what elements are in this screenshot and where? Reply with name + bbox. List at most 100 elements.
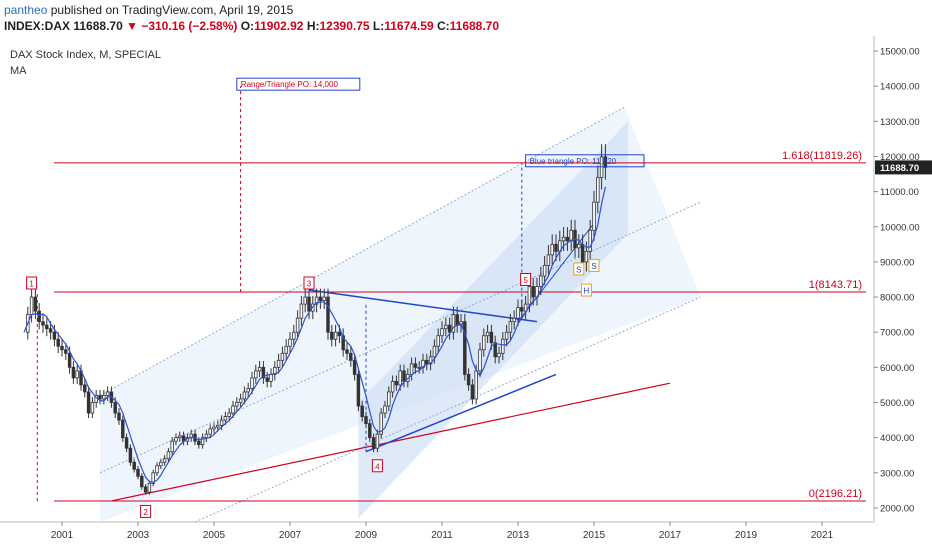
x-tick-label: 2001 <box>51 530 74 541</box>
candle-body <box>307 296 311 312</box>
last-price-tag <box>875 160 932 175</box>
candle-body <box>398 370 402 386</box>
candle-body <box>121 419 125 439</box>
y-tick-label: 7000.00 <box>880 328 914 339</box>
candle-body <box>326 296 330 333</box>
candle-body <box>257 366 262 372</box>
chart-header: pantheo published on TradingView.com, Ap… <box>0 0 932 36</box>
breakout-line <box>517 222 595 322</box>
candle-body <box>383 405 387 414</box>
candle-body <box>52 331 57 340</box>
candle-body <box>37 310 41 323</box>
channel-line <box>194 296 701 523</box>
candle-body <box>371 437 376 449</box>
high-value: 12390.75 <box>319 19 370 33</box>
candle-body <box>41 321 45 326</box>
candle-body <box>223 416 228 421</box>
candle-body <box>151 472 155 484</box>
candle-body <box>90 402 95 414</box>
candle-body <box>170 440 174 453</box>
candle-body <box>102 395 106 400</box>
candle-body <box>425 359 429 365</box>
candle-body <box>159 461 163 467</box>
channel-line <box>99 201 701 474</box>
pivot-label: 3 <box>307 280 312 289</box>
candle-body <box>231 405 235 414</box>
candle-body <box>345 349 349 354</box>
candle-body <box>580 243 585 263</box>
candle-body <box>413 363 418 368</box>
candle-body <box>143 486 148 493</box>
pivot-label: S <box>576 265 581 274</box>
annotation-text: Range/Triangle PO: 14,000 <box>241 80 339 89</box>
candle-body <box>512 317 516 323</box>
candle-body <box>140 475 144 488</box>
candle-body <box>132 461 136 470</box>
x-tick-label: 2011 <box>431 530 453 541</box>
candle-body <box>219 419 224 426</box>
author-link[interactable]: pantheo <box>4 3 48 17</box>
candle-body <box>67 352 72 368</box>
price-chart[interactable]: 1.618(11819.26) 1(8143.71) 0(2196.21) Range… <box>0 36 932 550</box>
candle-body <box>254 370 258 379</box>
candle-body <box>520 307 524 312</box>
candle-body <box>466 373 471 386</box>
candle-body <box>250 377 254 389</box>
candle-body <box>428 356 433 365</box>
close-value: 11688.70 <box>449 19 500 33</box>
candle-body <box>235 402 239 407</box>
candle-body <box>504 331 509 340</box>
candle-body <box>238 398 243 403</box>
candle-body <box>592 201 596 231</box>
y-tick-label: 9000.00 <box>880 257 914 268</box>
candle-body <box>292 331 296 340</box>
candle-body <box>216 424 220 428</box>
y-tick-label: 2000.00 <box>880 503 914 514</box>
pivot-label: 2 <box>143 508 148 517</box>
candle-body <box>474 370 478 400</box>
candle-body <box>33 296 38 312</box>
candle-body <box>147 482 152 493</box>
candle-body <box>75 370 79 379</box>
candle-body <box>60 345 64 351</box>
candle-body <box>497 352 501 358</box>
candle-body <box>128 447 133 463</box>
candle-body <box>470 384 475 400</box>
candle-body <box>546 254 551 266</box>
publish-line: pantheo published on TradingView.com, Ap… <box>4 3 293 17</box>
candle-body <box>246 388 250 393</box>
published-text: published on TradingView.com, April 19, … <box>50 3 294 17</box>
candle-body <box>174 437 178 442</box>
candle-body <box>402 370 406 382</box>
pivot-box <box>573 262 585 276</box>
candle-body <box>318 296 323 301</box>
low-key: L: <box>372 19 385 33</box>
pivot-label: 5 <box>523 276 528 285</box>
low-value: 11674.59 <box>384 19 434 33</box>
candle-body <box>227 412 231 417</box>
candle-body <box>208 428 212 435</box>
pivot-box <box>520 272 532 286</box>
x-tick-label: 2021 <box>811 530 834 541</box>
down-arrow-icon: ▼ <box>126 19 138 33</box>
candle-body <box>531 286 535 298</box>
pivot-box <box>140 504 152 518</box>
pivot-box <box>580 283 592 297</box>
candle-body <box>603 156 608 168</box>
price-change: −310.16 (−2.58%) <box>141 19 238 33</box>
candle-body <box>440 328 444 337</box>
candle-body <box>261 366 266 379</box>
pivot-label: 4 <box>375 462 380 471</box>
candle-body <box>565 236 570 242</box>
candle-body <box>333 331 338 340</box>
candle-body <box>417 366 421 369</box>
candle-body <box>48 328 53 333</box>
y-tick-label: 6000.00 <box>880 363 914 374</box>
y-tick-label: 11000.00 <box>880 187 919 198</box>
candle-body <box>341 335 345 351</box>
candle-body <box>200 437 205 446</box>
candle-body <box>314 296 319 305</box>
x-tick-label: 2005 <box>203 530 226 541</box>
candle-body <box>86 391 91 414</box>
candle-body <box>390 381 395 393</box>
